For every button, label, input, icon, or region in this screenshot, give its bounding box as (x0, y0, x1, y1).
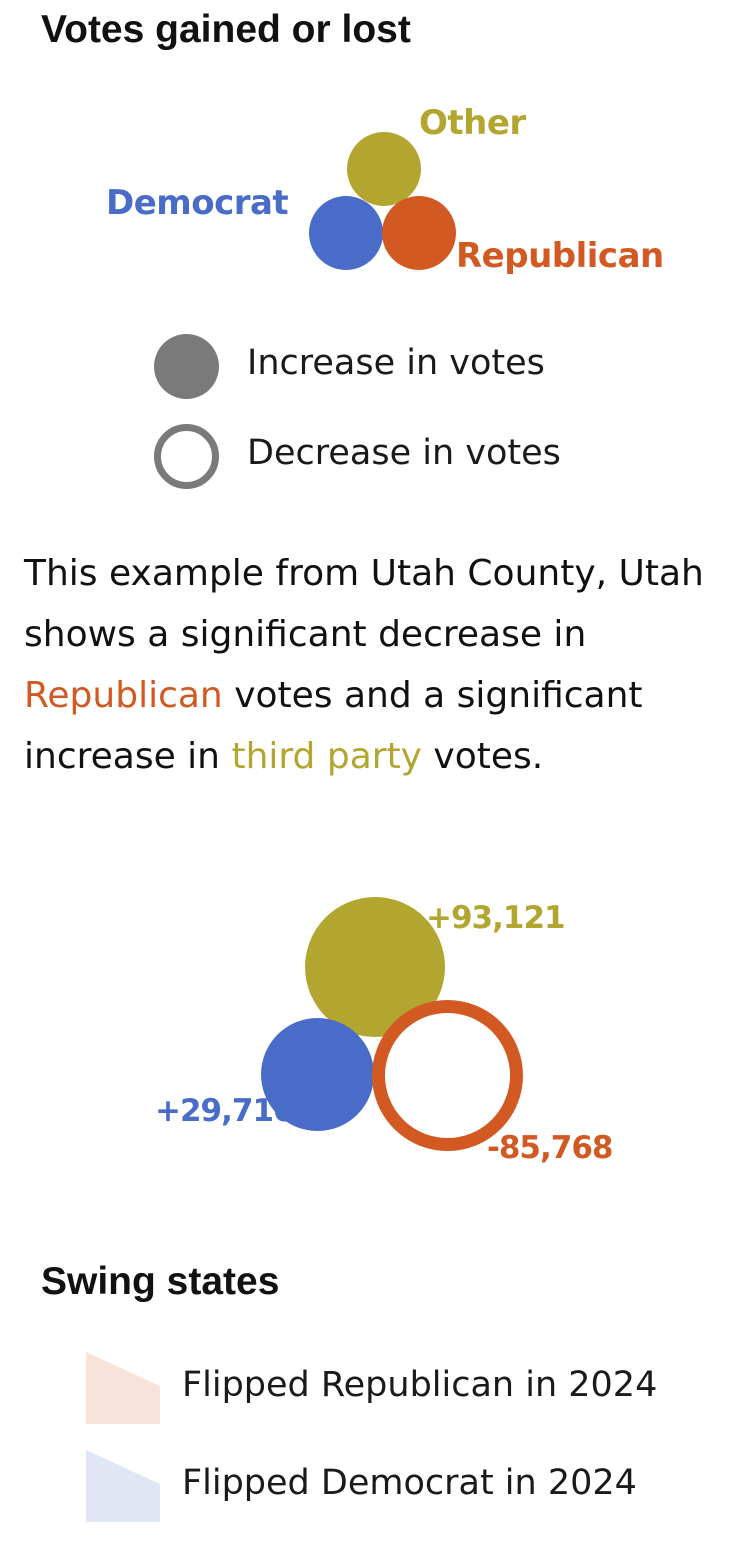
flipped-democrat-label: Flipped Democrat in 2024 (182, 1463, 637, 1503)
republican-votes-value: -85,768 (487, 1130, 613, 1166)
other-votes-value: +93,121 (426, 900, 566, 936)
democrat-votes-circle (261, 1018, 374, 1131)
other-label: Other (419, 103, 526, 143)
decrease-label: Decrease in votes (247, 433, 561, 473)
flipped-republican-label: Flipped Republican in 2024 (182, 1365, 658, 1405)
republican-label: Republican (456, 236, 664, 276)
desc-part-1: This example from Utah County, Utah show… (24, 553, 704, 655)
example-description: This example from Utah County, Utah show… (24, 543, 736, 787)
democrat-votes-value: +29,716 (155, 1093, 295, 1129)
desc-part-3: votes and a significant increase in (24, 675, 643, 777)
third-party-highlight: third party (231, 736, 422, 777)
republican-highlight: Republican (24, 675, 223, 716)
decrease-swatch-icon (154, 424, 219, 489)
flipped-democrat-swatch-icon (86, 1450, 160, 1522)
desc-part-5: votes. (421, 736, 544, 777)
republican-votes-circle (372, 1000, 523, 1151)
republican-circle (382, 196, 456, 270)
other-circle (347, 132, 421, 206)
democrat-circle (309, 196, 383, 270)
increase-swatch-icon (154, 334, 219, 399)
votes-legend-title: Votes gained or lost (41, 8, 411, 51)
swing-states-title: Swing states (41, 1260, 280, 1303)
flipped-republican-swatch-icon (86, 1352, 160, 1424)
democrat-label: Democrat (106, 183, 289, 223)
increase-label: Increase in votes (247, 343, 545, 383)
